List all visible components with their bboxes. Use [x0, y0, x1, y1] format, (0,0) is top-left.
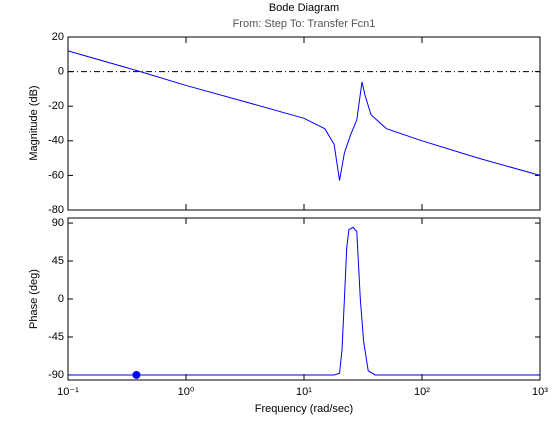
chart-subtitle: From: Step To: Transfer Fcn1 [233, 18, 376, 30]
x-tick-label: 10⁻¹ [57, 386, 79, 398]
y-tick-label: -60 [48, 169, 64, 181]
y-tick-label: 45 [52, 255, 64, 267]
x-tick-label: 10² [414, 386, 430, 398]
x-tick-label: 10⁰ [178, 386, 195, 398]
y-tick-label: 90 [52, 217, 64, 229]
x-tick-label: 10³ [532, 386, 548, 398]
y-axis-label: Magnitude (dB) [28, 85, 40, 160]
data-line [68, 226, 540, 376]
x-tick-label: 10¹ [296, 386, 312, 398]
y-tick-label: -45 [48, 331, 64, 343]
y-tick-label: -80 [48, 204, 64, 216]
chart-title: Bode Diagram [269, 2, 339, 14]
y-tick-label: 20 [52, 31, 64, 43]
data-line [67, 50, 541, 181]
marker-point [132, 370, 141, 379]
y-tick-label: -90 [48, 369, 64, 381]
y-tick-label: -40 [48, 135, 64, 147]
y-axis-label: Phase (deg) [28, 269, 40, 329]
x-axis-label: Frequency (rad/sec) [255, 403, 353, 415]
y-tick-label: -20 [48, 100, 64, 112]
y-tick-label: 0 [58, 66, 64, 78]
y-tick-label: 0 [58, 293, 64, 305]
